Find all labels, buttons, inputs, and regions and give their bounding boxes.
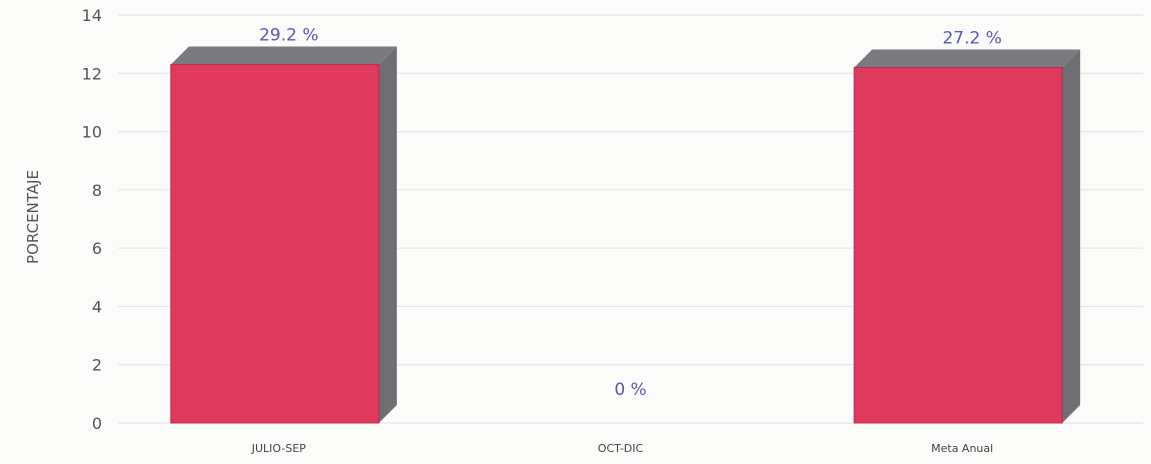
x-category-label: OCT-DIC (598, 442, 644, 455)
bar-side (378, 46, 397, 424)
x-axis-categories: JULIO-SEP OCT-DIC Meta Anual (251, 442, 993, 455)
y-tick-label: 4 (92, 297, 102, 316)
bar-top (854, 49, 1081, 68)
bar-top (170, 46, 397, 65)
y-tick-label: 6 (92, 239, 102, 258)
y-tick-label: 10 (82, 123, 102, 142)
bar (853, 66, 1063, 424)
y-tick-label: 12 (82, 64, 102, 83)
y-axis-label: PORCENTAJE (24, 170, 42, 264)
data-label: 27.2 % (942, 28, 1001, 48)
y-tick-label: 14 (82, 6, 102, 25)
bar (170, 64, 380, 424)
y-tick-label: 0 (92, 414, 102, 433)
y-tick-label: 8 (92, 181, 102, 200)
y-axis-ticks: 0 2 4 6 8 10 12 14 (82, 6, 102, 433)
x-category-label: JULIO-SEP (251, 442, 307, 455)
bars (170, 46, 1081, 424)
bar-side (1062, 49, 1081, 423)
x-category-label: Meta Anual (931, 442, 993, 455)
data-labels: 29.2 % 0 % 27.2 % (259, 26, 1002, 400)
data-label: 0 % (614, 380, 646, 400)
y-tick-label: 2 (92, 356, 102, 375)
data-label: 29.2 % (259, 26, 318, 46)
